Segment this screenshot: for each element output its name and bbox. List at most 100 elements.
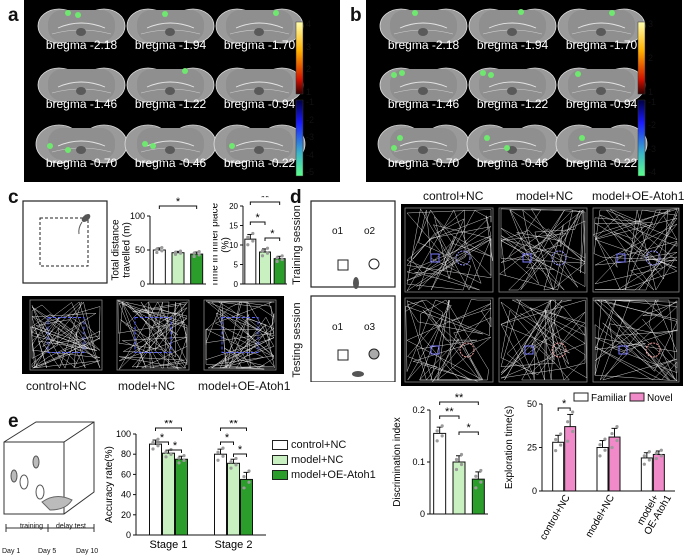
- y-tick-label: 60: [121, 469, 131, 479]
- object-zone: [430, 253, 440, 263]
- bregma-label: bregma -0.46: [134, 156, 207, 170]
- bregma-label: bregma -1.70: [223, 38, 296, 52]
- data-point: [566, 439, 570, 443]
- bar: [652, 453, 665, 492]
- data-point: [559, 443, 563, 447]
- brain-slice: bregma -1.94: [459, 6, 566, 52]
- significance-marker: *: [562, 398, 567, 410]
- data-point: [251, 231, 255, 236]
- colorbar-b: 3 2 1 -1 -2 -3 -4: [632, 14, 682, 182]
- data-point: [459, 452, 464, 457]
- colorbar-tick-label: -1: [306, 97, 315, 107]
- brain-slice: bregma -1.94: [117, 6, 224, 52]
- arena-outline: [592, 297, 680, 383]
- data-point: [571, 429, 575, 434]
- data-point: [554, 449, 558, 453]
- colorbar-tick-label: 3: [306, 41, 312, 52]
- bregma-label: bregma -1.22: [134, 97, 207, 111]
- data-point: [242, 486, 246, 490]
- data-point: [192, 251, 196, 255]
- y-tick-label: 25: [527, 443, 537, 453]
- bar: [152, 249, 166, 285]
- y-tick-label: 15: [229, 222, 238, 231]
- data-point: [156, 444, 160, 448]
- data-point: [647, 450, 651, 454]
- significance-marker: *: [270, 228, 275, 240]
- data-point: [280, 254, 284, 258]
- colorbar-tick-label: -4: [648, 167, 657, 177]
- data-point: [474, 474, 478, 478]
- movement-trace: [205, 300, 275, 370]
- movement-trace: [30, 301, 101, 369]
- object-zone: [645, 250, 661, 266]
- significance-bracket: [264, 237, 281, 241]
- movement-trace: [405, 299, 492, 383]
- data-point: [160, 249, 164, 253]
- significance-marker: **: [445, 406, 454, 418]
- arena-outline: [404, 297, 494, 383]
- x-tick-label: model+OE-Atoh1: [633, 487, 674, 536]
- movement-trace: [592, 208, 680, 291]
- open-field-schematic: [22, 200, 108, 284]
- brain-slice: bregma -0.94: [548, 65, 655, 111]
- data-point: [234, 456, 238, 461]
- bregma-label: bregma -1.94: [476, 38, 549, 52]
- brain-slice: bregma -0.46: [117, 124, 224, 170]
- data-point: [177, 461, 181, 465]
- object-test-schematic: [310, 200, 396, 382]
- significance-marker: **: [455, 392, 464, 404]
- brain-slice: bregma -1.70: [206, 6, 313, 52]
- data-point: [169, 452, 173, 457]
- data-point: [155, 250, 159, 255]
- y-axis-label: Exploration time(s): [504, 406, 515, 489]
- bregma-label: bregma -0.22: [565, 156, 638, 170]
- data-point: [659, 454, 663, 458]
- y-tick-label: 0: [126, 530, 131, 540]
- data-point: [598, 454, 602, 458]
- bregma-label: bregma -1.22: [476, 97, 549, 111]
- data-point: [440, 434, 444, 438]
- bar: [452, 461, 466, 515]
- brain-slice: bregma -2.18: [28, 6, 135, 52]
- data-point: [603, 437, 607, 441]
- e-timeline-day5: Day 5: [38, 548, 57, 555]
- data-point: [216, 458, 220, 462]
- significance-bracket: [557, 407, 571, 411]
- bar: [214, 453, 227, 536]
- d-row-training: Training session: [291, 205, 303, 285]
- data-point: [559, 432, 563, 436]
- bregma-label: bregma -0.94: [223, 97, 296, 111]
- data-point: [229, 460, 233, 464]
- colorbar-tick-label: 2: [648, 53, 654, 63]
- arena-outline: [203, 299, 277, 371]
- brain-slice: bregma -2.18: [370, 6, 477, 52]
- y-axis-label: Total distancetravelled (m): [111, 219, 133, 281]
- data-point: [275, 256, 279, 260]
- y-tick-label: 20: [229, 202, 238, 211]
- bregma-label: bregma -1.46: [45, 97, 118, 111]
- bar: [149, 443, 162, 536]
- significance-marker: *: [467, 422, 472, 434]
- y-tick-label: 20: [121, 510, 131, 520]
- significance-bracket: [155, 427, 182, 431]
- bar: [190, 253, 204, 285]
- significance-marker: *: [256, 212, 261, 224]
- data-point: [647, 458, 651, 462]
- inner-zone: [134, 317, 172, 353]
- arena-outline: [404, 207, 494, 293]
- y-tick-label: 0: [234, 280, 239, 289]
- colorbar-tick-label: -3: [306, 132, 315, 142]
- object-zone: [551, 250, 567, 266]
- significance-marker: *: [160, 432, 165, 444]
- movement-trace: [592, 299, 678, 382]
- arena-outline: [498, 207, 588, 293]
- bar: [552, 441, 565, 492]
- y-tick-label: 0: [420, 509, 425, 519]
- significance-marker: *: [176, 196, 181, 208]
- brain-slice: bregma -0.70: [370, 124, 477, 170]
- open-field-traces: [22, 296, 284, 374]
- y-tick-label: 0: [140, 279, 145, 289]
- bar: [227, 462, 240, 536]
- bar: [175, 458, 188, 536]
- colorbar-tick-label: -1: [648, 97, 657, 107]
